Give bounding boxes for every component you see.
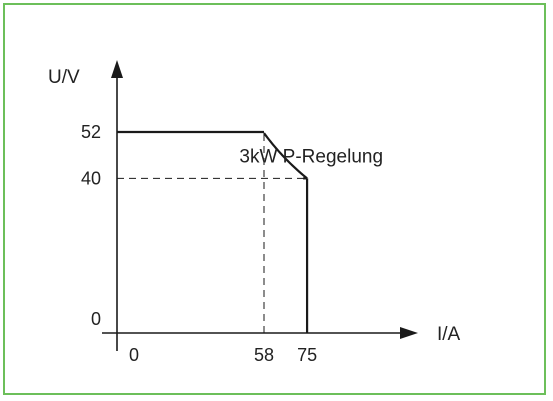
- x-tick-label: 0: [129, 345, 139, 365]
- annotation-power-regulation: 3kW P-Regelung: [239, 146, 383, 167]
- reference-lines: [117, 132, 308, 333]
- annotations: 3kW P-Regelung: [239, 146, 383, 167]
- series: [117, 130, 309, 333]
- y-tick-label: 40: [81, 168, 101, 188]
- x-axis-label: I/A: [437, 324, 461, 345]
- x-tick-label: 58: [254, 345, 274, 365]
- y-tick-label: 52: [81, 122, 101, 142]
- series-segment-constant-power: [263, 132, 308, 180]
- chart-frame: [3, 3, 546, 395]
- y-tick-label: 0: [91, 309, 101, 329]
- x-axis-arrow: [400, 327, 418, 339]
- x-tick-label: 75: [297, 345, 317, 365]
- y-axis-label: U/V: [48, 67, 80, 88]
- axes: U/V I/A: [48, 60, 461, 351]
- tick-labels: 0 40 52 0 58 75: [81, 122, 317, 365]
- y-axis-arrow: [111, 60, 123, 78]
